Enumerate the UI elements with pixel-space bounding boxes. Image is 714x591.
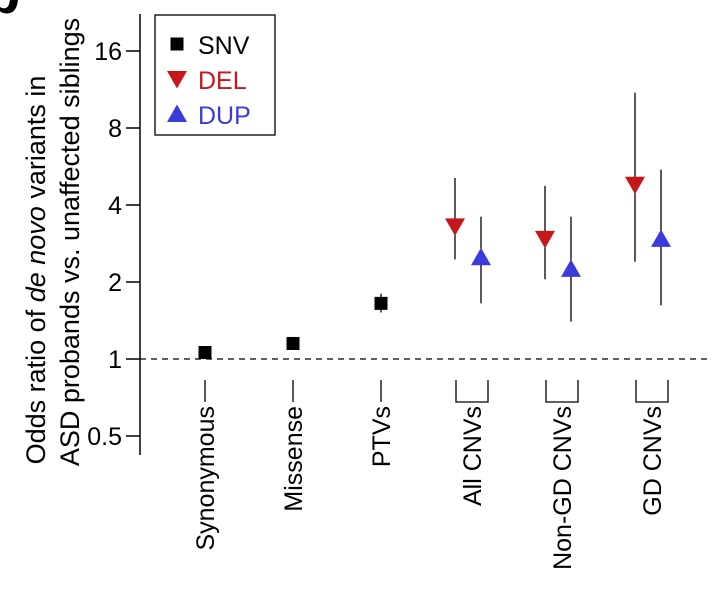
del-point (445, 218, 465, 236)
legend-dup-label: DUP (198, 102, 251, 130)
y-tick-label: 0.5 (87, 423, 122, 451)
x-category-label: GD CNVs (639, 406, 667, 516)
y-tick-label: 4 (108, 192, 122, 220)
y-tick-label: 16 (94, 38, 122, 66)
data-marks (198, 92, 671, 360)
dup-point (471, 247, 491, 266)
y-axis-label-prefix: Odds ratio of (21, 302, 51, 464)
legend-snv-label: SNV (198, 32, 250, 60)
snv-point (198, 346, 212, 360)
y-axis: 0.5 1 2 4 8 16 (87, 14, 141, 455)
x-category-label: All CNVs (459, 406, 487, 506)
legend-snv-marker (170, 37, 184, 51)
panel-letter: b (0, 0, 20, 22)
legend-del-marker (167, 71, 187, 89)
x-category-label: Missense (280, 406, 308, 512)
del-point (625, 176, 645, 195)
dup-point (651, 229, 671, 247)
x-category-label: Synonymous (192, 406, 220, 551)
y-tick-label: 1 (108, 346, 122, 374)
del-point (535, 230, 555, 249)
dup-point (561, 259, 581, 277)
x-category-label: PTVs (368, 406, 396, 467)
x-bracket (635, 380, 669, 403)
legend-dup-marker (167, 104, 187, 122)
x-bracket (455, 380, 489, 403)
x-axis: Synonymous Missense PTVs All CNVs Non-GD CNV… (192, 380, 669, 570)
snv-point (374, 296, 388, 310)
legend: SNV DEL DUP (154, 14, 276, 136)
x-category-label: Non-GD CNVs (549, 406, 577, 570)
y-tick-label: 2 (108, 269, 122, 297)
legend-del-label: DEL (198, 67, 247, 95)
x-bracket (545, 380, 579, 403)
y-axis-label-line2: ASD probands vs. unaffected siblings (55, 18, 85, 466)
y-axis-label-suffix: variants in (21, 76, 51, 207)
y-axis-label-line1: Odds ratio of de novo variants in (21, 76, 51, 465)
y-axis-label-italic: de novo (21, 206, 51, 302)
snv-point (286, 336, 300, 350)
y-tick-label: 8 (108, 115, 122, 143)
